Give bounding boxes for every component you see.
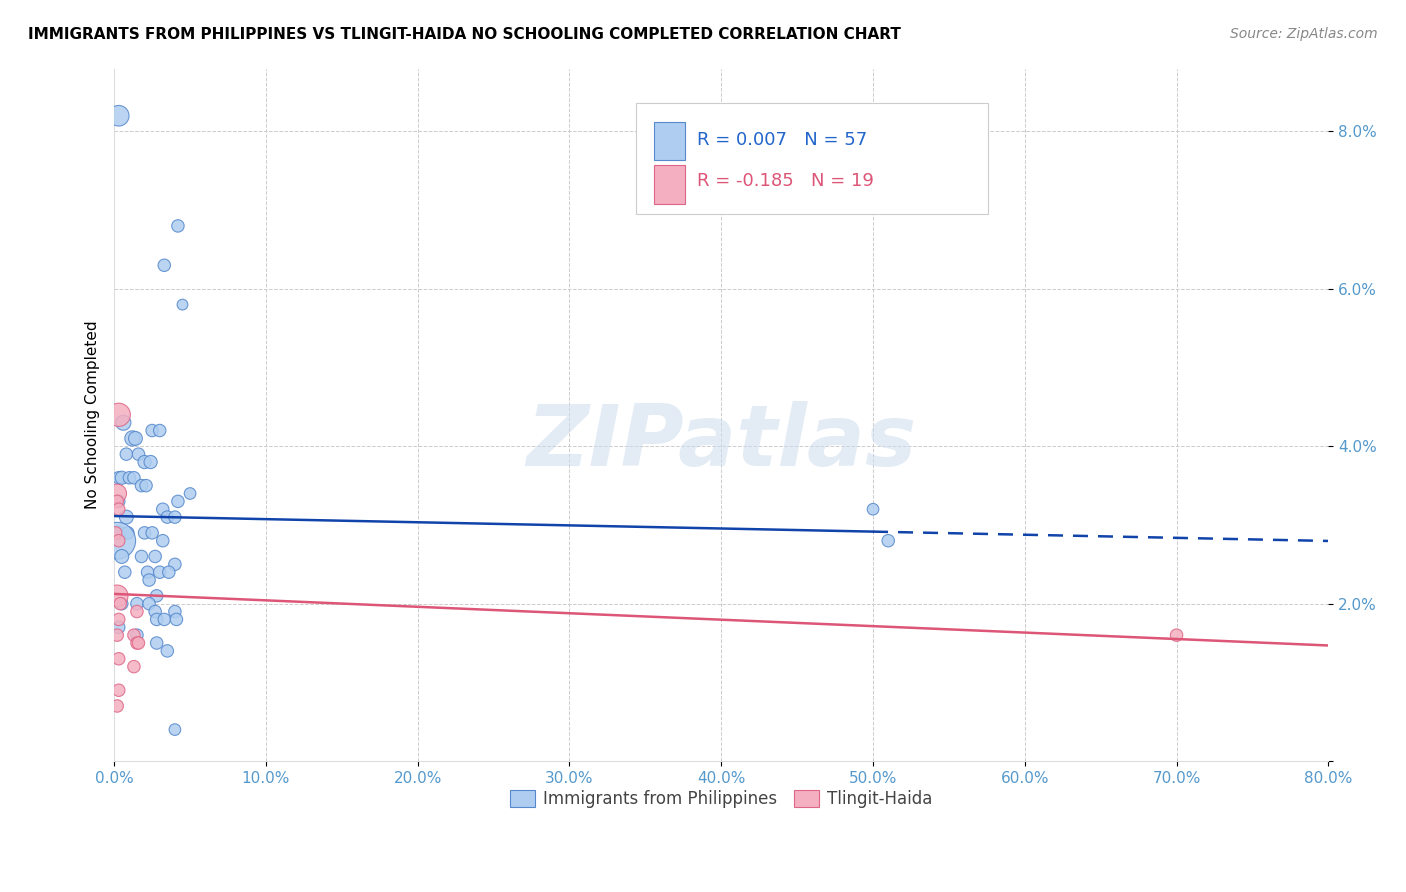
Legend: Immigrants from Philippines, Tlingit-Haida: Immigrants from Philippines, Tlingit-Hai… bbox=[503, 783, 939, 815]
Point bbox=[107, 502, 129, 516]
Point bbox=[165, 612, 187, 626]
Point bbox=[127, 447, 149, 461]
Point bbox=[877, 533, 900, 548]
Y-axis label: No Schooling Completed: No Schooling Completed bbox=[86, 320, 100, 509]
Point bbox=[107, 109, 129, 123]
Point bbox=[107, 471, 129, 485]
Point bbox=[134, 525, 156, 540]
Text: IMMIGRANTS FROM PHILIPPINES VS TLINGIT-HAIDA NO SCHOOLING COMPLETED CORRELATION : IMMIGRANTS FROM PHILIPPINES VS TLINGIT-H… bbox=[28, 27, 901, 42]
Point bbox=[118, 471, 141, 485]
Point bbox=[163, 605, 186, 619]
Point bbox=[105, 494, 128, 508]
Point bbox=[114, 565, 136, 579]
Point bbox=[138, 573, 160, 587]
Point bbox=[131, 478, 153, 492]
Point bbox=[107, 408, 129, 422]
Point bbox=[105, 628, 128, 642]
Point bbox=[107, 620, 129, 634]
Point bbox=[122, 659, 145, 673]
Point bbox=[143, 605, 166, 619]
Point bbox=[105, 533, 128, 548]
Point bbox=[153, 258, 176, 272]
Point bbox=[122, 471, 145, 485]
Point bbox=[107, 612, 129, 626]
Point bbox=[107, 494, 129, 508]
Bar bbox=[637, 103, 988, 214]
Point bbox=[104, 525, 127, 540]
Point bbox=[125, 597, 148, 611]
Point bbox=[157, 565, 180, 579]
Text: R = 0.007   N = 57: R = 0.007 N = 57 bbox=[697, 131, 868, 149]
Point bbox=[143, 549, 166, 564]
Point bbox=[124, 431, 146, 445]
Point bbox=[105, 698, 128, 713]
Point bbox=[1166, 628, 1188, 642]
Point bbox=[145, 636, 167, 650]
Point bbox=[152, 533, 174, 548]
Point bbox=[139, 455, 162, 469]
Point bbox=[110, 597, 132, 611]
Point bbox=[149, 565, 172, 579]
Point bbox=[131, 549, 153, 564]
Point bbox=[145, 589, 167, 603]
Point bbox=[111, 597, 134, 611]
Point bbox=[152, 502, 174, 516]
Point bbox=[115, 510, 138, 524]
Point bbox=[134, 455, 156, 469]
Point bbox=[107, 683, 129, 698]
Point bbox=[135, 478, 157, 492]
Point bbox=[105, 486, 128, 500]
Point bbox=[145, 612, 167, 626]
Point bbox=[125, 628, 148, 642]
Point bbox=[163, 558, 186, 572]
Point bbox=[125, 605, 148, 619]
Point bbox=[136, 565, 159, 579]
Text: R = -0.185   N = 19: R = -0.185 N = 19 bbox=[697, 172, 875, 190]
Point bbox=[117, 525, 139, 540]
Point bbox=[141, 424, 163, 438]
Point bbox=[149, 424, 172, 438]
Point bbox=[138, 597, 160, 611]
Point bbox=[156, 510, 179, 524]
Point bbox=[172, 298, 194, 312]
Point bbox=[107, 652, 129, 666]
Point bbox=[163, 723, 186, 737]
Point bbox=[121, 431, 143, 445]
Point bbox=[167, 219, 190, 233]
Point bbox=[107, 533, 129, 548]
Text: Source: ZipAtlas.com: Source: ZipAtlas.com bbox=[1230, 27, 1378, 41]
Point bbox=[112, 416, 135, 430]
Point bbox=[153, 612, 176, 626]
Bar bbox=[654, 122, 685, 160]
Bar bbox=[654, 166, 685, 203]
Point bbox=[125, 636, 148, 650]
Point bbox=[163, 510, 186, 524]
Point bbox=[107, 525, 129, 540]
Text: ZIPatlas: ZIPatlas bbox=[526, 401, 917, 484]
Point bbox=[111, 471, 134, 485]
Point bbox=[167, 494, 190, 508]
Point bbox=[122, 628, 145, 642]
Point bbox=[862, 502, 884, 516]
Point bbox=[156, 644, 179, 658]
Point bbox=[115, 447, 138, 461]
Point bbox=[141, 525, 163, 540]
Point bbox=[111, 549, 134, 564]
Point bbox=[179, 486, 201, 500]
Point bbox=[127, 636, 149, 650]
Point bbox=[105, 589, 128, 603]
